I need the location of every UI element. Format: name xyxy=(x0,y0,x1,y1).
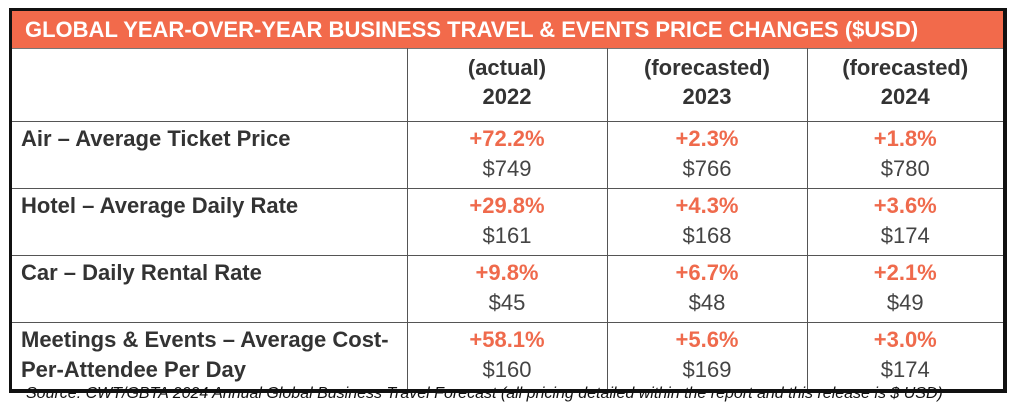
price: $168 xyxy=(682,223,732,248)
percent-change: +29.8% xyxy=(469,193,545,218)
percent-change: +58.1% xyxy=(469,327,545,352)
source-note: Source: CWT/GBTA 2024 Annual Global Busi… xyxy=(26,385,943,402)
table-cell: +4.3% $168 xyxy=(606,188,808,256)
table-cell: +5.6% $169 xyxy=(606,322,808,389)
percent-change: +72.2% xyxy=(469,126,545,151)
table-cell: +9.8% $45 xyxy=(406,255,608,323)
table-cell: +2.3% $766 xyxy=(606,121,808,189)
table-cell: +2.1% $49 xyxy=(806,255,1003,323)
column-type: (forecasted) xyxy=(842,55,969,80)
price: $766 xyxy=(682,156,732,181)
price: $749 xyxy=(482,156,532,181)
price: $49 xyxy=(886,290,924,315)
table-cell: +6.7% $48 xyxy=(606,255,808,323)
column-header: (forecasted) 2023 xyxy=(606,48,808,122)
table-row: Air – Average Ticket Price +72.2% $749 +2… xyxy=(12,121,1003,189)
column-type: (forecasted) xyxy=(644,55,770,80)
row-label: Car – Daily Rental Rate xyxy=(12,255,408,323)
percent-change: +3.0% xyxy=(873,327,937,352)
row-label: Hotel – Average Daily Rate xyxy=(12,188,408,256)
table-cell: +3.6% $174 xyxy=(806,188,1003,256)
price: $48 xyxy=(688,290,726,315)
table-row: Car – Daily Rental Rate +9.8% $45 +6.7% $4… xyxy=(12,255,1003,323)
price: $169 xyxy=(682,357,732,382)
table-row: Meetings & Events – Average Cost-Per-Att… xyxy=(12,322,1003,389)
price: $174 xyxy=(880,223,930,248)
column-year: 2022 xyxy=(482,84,532,109)
price: $174 xyxy=(880,357,930,382)
column-type: (actual) xyxy=(467,55,547,80)
row-label: Meetings & Events – Average Cost-Per-Att… xyxy=(12,322,408,389)
data-table: (actual) 2022 (forecasted) 2023 (forecaste… xyxy=(12,48,1003,389)
table-cell: +72.2% $749 xyxy=(406,121,608,189)
column-header: (forecasted) 2024 xyxy=(806,48,1003,122)
percent-change: +4.3% xyxy=(675,193,739,218)
percent-change: +5.6% xyxy=(675,327,739,352)
percent-change: +6.7% xyxy=(675,260,739,285)
percent-change: +1.8% xyxy=(873,126,937,151)
percent-change: +2.1% xyxy=(873,260,937,285)
price-changes-table: GLOBAL YEAR-OVER-YEAR BUSINESS TRAVEL & … xyxy=(9,8,1007,393)
price: $160 xyxy=(482,357,532,382)
table-cell: +58.1% $160 xyxy=(406,322,608,389)
column-header: (actual) 2022 xyxy=(406,48,608,122)
table-title: GLOBAL YEAR-OVER-YEAR BUSINESS TRAVEL & … xyxy=(12,11,1003,48)
table-cell: +29.8% $161 xyxy=(406,188,608,256)
header-empty-cell xyxy=(12,48,408,122)
table-cell: +3.0% $174 xyxy=(806,322,1003,389)
percent-change: +9.8% xyxy=(475,260,539,285)
table-row: Hotel – Average Daily Rate +29.8% $161 +4… xyxy=(12,188,1003,256)
table-cell: +1.8% $780 xyxy=(806,121,1003,189)
percent-change: +3.6% xyxy=(873,193,937,218)
column-year: 2023 xyxy=(682,84,732,109)
price: $780 xyxy=(880,156,930,181)
price: $161 xyxy=(482,223,532,248)
row-label: Air – Average Ticket Price xyxy=(12,121,408,189)
header-row: (actual) 2022 (forecasted) 2023 (forecaste… xyxy=(12,48,1003,122)
price: $45 xyxy=(488,290,526,315)
column-year: 2024 xyxy=(880,84,930,109)
percent-change: +2.3% xyxy=(675,126,739,151)
